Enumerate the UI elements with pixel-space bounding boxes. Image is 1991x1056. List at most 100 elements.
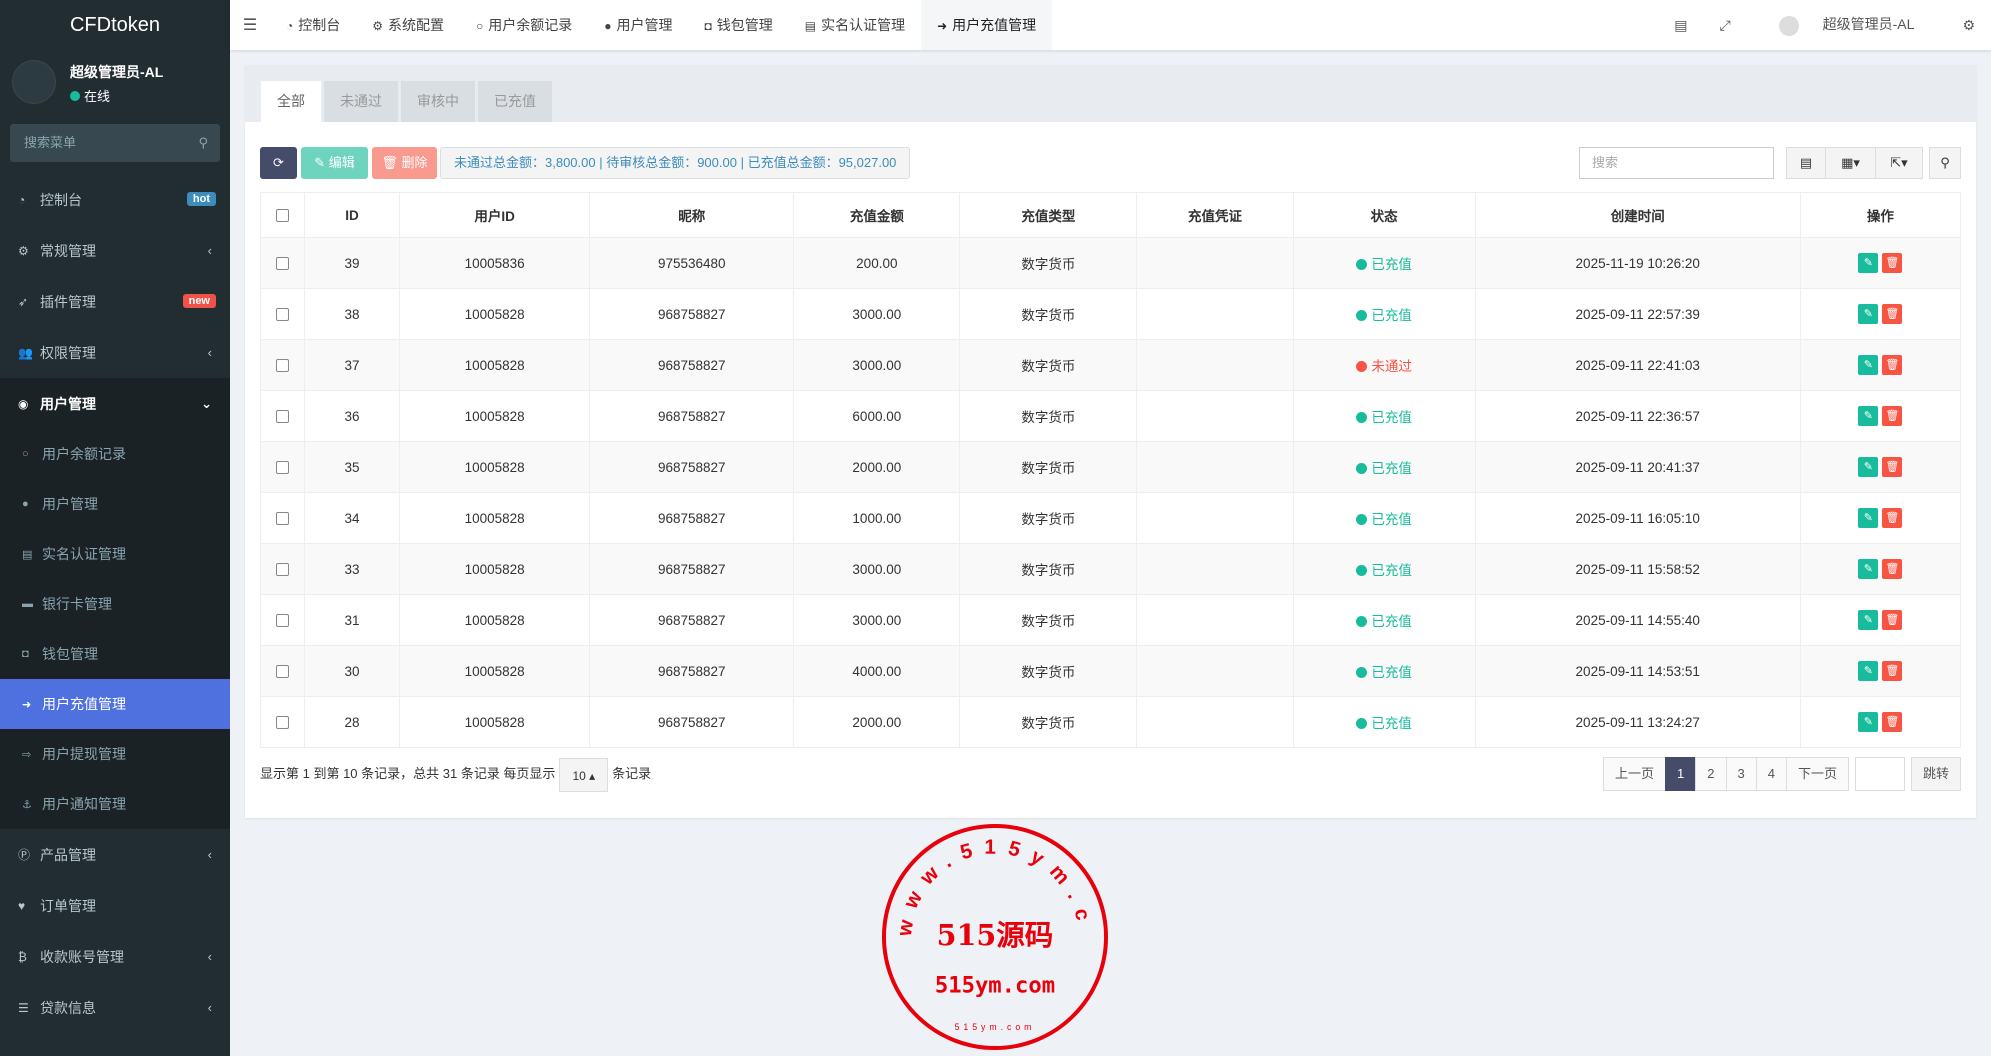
row-checkbox[interactable] (276, 257, 289, 271)
column-header[interactable]: 充值凭证 (1136, 192, 1294, 238)
page-size-select[interactable]: 10 ▴ (559, 757, 609, 792)
submenu-item-label: 用户余额记录 (42, 446, 126, 462)
delete-row-button[interactable]: 🗑 (1882, 406, 1903, 426)
actions-cell: ✎ 🗑 (1799, 288, 1962, 340)
header-tab[interactable]: ◔ 控制台 (270, 0, 356, 50)
sidebar-item[interactable]: ◉ 用户管理 ⌄ (0, 378, 230, 429)
header-tab[interactable]: ◘ 钱包管理 (689, 0, 789, 50)
column-header[interactable]: 操作 (1799, 192, 1962, 238)
column-header[interactable]: 状态 (1292, 192, 1476, 238)
row-checkbox[interactable] (276, 410, 289, 424)
jump-page-input[interactable] (1854, 757, 1905, 791)
delete-row-button[interactable]: 🗑 (1882, 661, 1903, 681)
column-header[interactable]: ID (304, 192, 401, 238)
sidebar-item[interactable]: 👥 权限管理 ‹ (0, 327, 230, 378)
status-tab[interactable]: 未通过 (324, 81, 398, 122)
delete-row-button[interactable]: 🗑 (1882, 355, 1903, 375)
page-button[interactable]: 1 (1665, 757, 1697, 791)
columns-button[interactable]: ▦▾ (1825, 147, 1876, 179)
delete-row-button[interactable]: 🗑 (1882, 304, 1903, 324)
delete-button[interactable]: 🗑 删除 (372, 147, 437, 179)
page-button[interactable]: 4 (1755, 757, 1787, 791)
delete-row-button[interactable]: 🗑 (1882, 712, 1903, 732)
row-checkbox[interactable] (276, 614, 289, 628)
menu-search-input[interactable]: 搜索菜单 ⚲ (10, 124, 220, 162)
prev-page-button[interactable]: 上一页 (1603, 757, 1667, 791)
row-checkbox[interactable] (276, 563, 289, 577)
table-cell: 10005828 (399, 594, 591, 646)
submenu-item[interactable]: ▬ 银行卡管理 (0, 579, 230, 629)
sidebar-item[interactable]: ⚙ 常规管理 ‹ (0, 225, 230, 276)
translate-icon[interactable]: ▤ (1674, 16, 1688, 33)
page-button[interactable]: 2 (1695, 757, 1727, 791)
sidebar-item[interactable]: ☰ 贷款信息 ‹ (0, 982, 230, 1033)
sidebar-item-label: 插件管理 (40, 293, 96, 310)
table-search-input[interactable]: 搜索 (1579, 147, 1774, 179)
header-tab[interactable]: ⚙ 系统配置 (356, 0, 460, 50)
submenu-item[interactable]: ◘ 钱包管理 (0, 629, 230, 679)
edit-row-button[interactable]: ✎ (1858, 661, 1879, 681)
row-checkbox[interactable] (276, 308, 289, 322)
header-tab[interactable]: ▤ 实名认证管理 (789, 0, 921, 50)
edit-row-button[interactable]: ✎ (1858, 253, 1879, 273)
edit-row-button[interactable]: ✎ (1858, 304, 1879, 324)
column-header[interactable]: 充值金额 (793, 192, 961, 238)
column-header[interactable]: 充值类型 (959, 192, 1138, 238)
next-page-button[interactable]: 下一页 (1785, 757, 1849, 791)
header-tab[interactable]: ● 用户管理 (588, 0, 688, 50)
row-checkbox[interactable] (276, 665, 289, 679)
submenu-item[interactable]: ▤ 实名认证管理 (0, 529, 230, 579)
fullscreen-icon[interactable]: ⤢ (1719, 16, 1731, 33)
toggle-view-button[interactable]: ▤ (1786, 147, 1826, 179)
submenu-item[interactable]: ○ 用户余额记录 (0, 429, 230, 479)
sidebar-item[interactable]: Ⓟ 产品管理 ‹ (0, 829, 230, 880)
menu-toggle-icon[interactable]: ☰ (242, 17, 258, 34)
edit-button[interactable]: ✎ 编辑 (301, 147, 368, 179)
refresh-button[interactable]: ⟳ (260, 147, 297, 179)
edit-row-button[interactable]: ✎ (1858, 610, 1879, 630)
delete-row-button[interactable]: 🗑 (1882, 253, 1903, 273)
status-tab[interactable]: 已充值 (478, 81, 552, 122)
status-tab[interactable]: 全部 (261, 81, 321, 122)
delete-row-button[interactable]: 🗑 (1882, 559, 1903, 579)
select-all-checkbox[interactable] (276, 209, 289, 223)
edit-row-button[interactable]: ✎ (1858, 406, 1879, 426)
sidebar-item[interactable]: ◔ 控制台 hot (0, 174, 230, 225)
jump-button[interactable]: 跳转 (1910, 757, 1961, 791)
delete-row-button[interactable]: 🗑 (1882, 457, 1903, 477)
submenu-item[interactable]: ● 用户管理 (0, 479, 230, 529)
edit-row-button[interactable]: ✎ (1858, 712, 1879, 732)
header-tab[interactable]: ➜ 用户充值管理 (921, 0, 1053, 50)
logo[interactable]: CFDtoken (0, 0, 230, 50)
sidebar-item[interactable]: ₿ 收款账号管理 ‹ (0, 931, 230, 982)
table-cell: 33 (304, 543, 401, 595)
row-checkbox[interactable] (276, 461, 289, 475)
table-cell: 36 (304, 390, 401, 442)
column-header[interactable]: 创建时间 (1474, 192, 1801, 238)
page-button[interactable]: 3 (1725, 757, 1757, 791)
status-dot-icon (1356, 463, 1368, 474)
table-cell: 31 (304, 594, 401, 646)
row-checkbox[interactable] (276, 716, 289, 730)
submenu-item[interactable]: ⚓ 用户通知管理 (0, 779, 230, 829)
row-checkbox[interactable] (276, 512, 289, 526)
status-tab[interactable]: 审核中 (401, 81, 475, 122)
delete-row-button[interactable]: 🗑 (1882, 610, 1903, 630)
column-header[interactable]: 昵称 (589, 192, 795, 238)
edit-row-button[interactable]: ✎ (1858, 508, 1879, 528)
submenu-item[interactable]: ⇨ 用户提现管理 (0, 729, 230, 779)
edit-row-button[interactable]: ✎ (1858, 559, 1879, 579)
settings-icon[interactable]: ⚙ (1962, 16, 1975, 33)
sidebar-item[interactable]: ♥ 订单管理 (0, 880, 230, 931)
advanced-search-button[interactable]: ⚲ (1929, 147, 1961, 179)
edit-row-button[interactable]: ✎ (1858, 355, 1879, 375)
header-tab[interactable]: ○ 用户余额记录 (460, 0, 588, 50)
column-header[interactable]: 用户ID (399, 192, 591, 238)
edit-row-button[interactable]: ✎ (1858, 457, 1879, 477)
export-button[interactable]: ⇱▾ (1875, 147, 1923, 179)
submenu-item[interactable]: ➜ 用户充值管理 (0, 679, 230, 729)
row-checkbox[interactable] (276, 359, 289, 373)
sidebar-item[interactable]: ➶ 插件管理 new (0, 276, 230, 327)
header-user[interactable]: 超级管理员-AL (1763, 14, 1931, 36)
delete-row-button[interactable]: 🗑 (1882, 508, 1903, 528)
